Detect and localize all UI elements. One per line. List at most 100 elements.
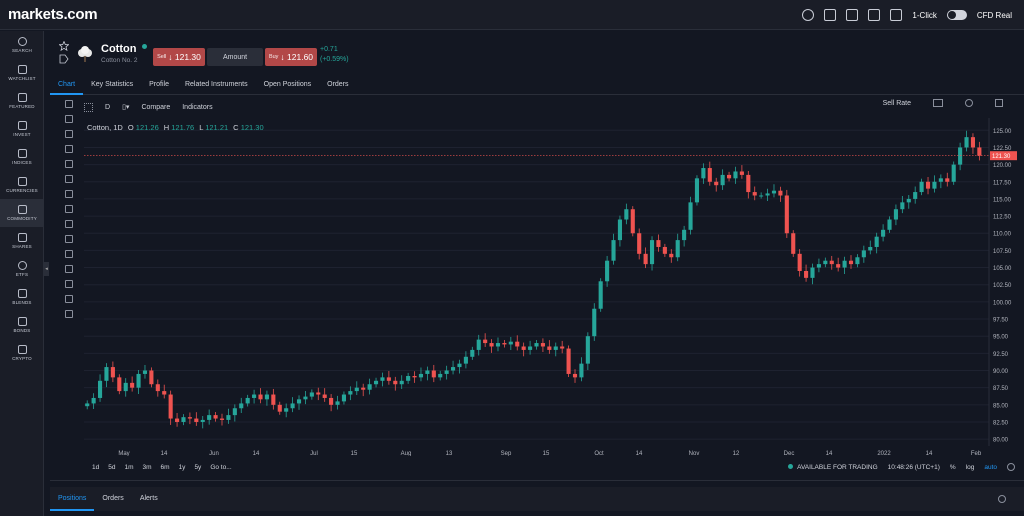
fullscreen-icon[interactable] — [890, 9, 903, 21]
panel-tab-orders[interactable]: Orders — [102, 495, 124, 502]
candle-body — [393, 380, 398, 385]
tab-related-instruments[interactable]: Related Instruments — [184, 80, 248, 88]
panel-tab-alerts[interactable]: Alerts — [139, 495, 158, 502]
sidebar-item-currencies[interactable]: CURRENCIES — [0, 171, 44, 199]
apps-icon[interactable] — [868, 9, 881, 21]
tab-key-statistics[interactable]: Key Statistics — [91, 80, 134, 88]
candle-body — [136, 373, 141, 388]
candle-body — [938, 178, 943, 182]
layout-icon[interactable] — [824, 9, 837, 21]
candle-body — [207, 415, 212, 420]
tag-icon[interactable] — [59, 54, 69, 64]
sidebar-item-search[interactable]: SEARCH — [0, 31, 44, 59]
chart-type-selector[interactable]: ▯▾ — [122, 104, 130, 111]
measure-icon[interactable] — [65, 175, 73, 183]
range-go-to-[interactable]: Go to... — [210, 463, 232, 471]
logo[interactable]: markets.com — [8, 6, 98, 23]
sidebar-item-commodity[interactable]: COMMODITY — [0, 199, 44, 227]
panel-divider[interactable] — [50, 480, 1024, 486]
ray-tool-icon[interactable] — [65, 115, 73, 123]
candle-body — [252, 394, 257, 398]
price-tick-label: 120.00 — [993, 163, 1012, 169]
arrow-icon[interactable] — [65, 190, 73, 198]
tab-open-positions[interactable]: Open Positions — [263, 80, 312, 88]
panel-settings-icon[interactable] — [998, 495, 1006, 503]
settings-icon[interactable] — [965, 99, 973, 107]
crosshair-icon[interactable] — [84, 102, 93, 112]
trash-icon[interactable] — [65, 310, 73, 318]
price-tick-label: 92.50 — [993, 352, 1009, 358]
tab-orders[interactable]: Orders — [327, 80, 349, 88]
star-icon[interactable] — [59, 41, 69, 51]
range-3m[interactable]: 3m — [142, 463, 152, 471]
candle-body — [168, 394, 173, 419]
sidebar-item-label: BONDS — [13, 328, 31, 333]
tab-chart[interactable]: Chart — [50, 75, 84, 95]
sidebar-item-etfs[interactable]: ETFS — [0, 255, 44, 283]
sidebar-item-label: ETFS — [15, 272, 29, 277]
price-chart[interactable]: 125.00 122.50 120.00 117.50 115.00 112.50 110.… — [84, 118, 1019, 456]
candle-body — [611, 240, 616, 261]
convert-icon[interactable] — [802, 9, 815, 21]
price-tick-label: 112.50 — [993, 215, 1012, 221]
price-tick-label: 115.00 — [993, 197, 1012, 203]
candle-body — [316, 392, 321, 395]
sidebar-item-watchlist[interactable]: WATCHLIST — [0, 59, 44, 87]
range-6m[interactable]: 6m — [160, 463, 170, 471]
one-click-toggle[interactable] — [946, 10, 967, 20]
range-5d[interactable]: 5d — [108, 463, 116, 471]
candle-body — [264, 394, 269, 400]
log-toggle[interactable]: log — [965, 463, 975, 471]
sidebar-item-bonds[interactable]: BONDS — [0, 311, 44, 339]
interval-selector[interactable]: D — [105, 103, 111, 111]
candle-body — [951, 164, 956, 182]
sidebar-item-crypto[interactable]: CRYPTO — [0, 339, 44, 367]
sidebar-item-featured[interactable]: FEATURED — [0, 87, 44, 115]
price-tick-label: 117.50 — [993, 180, 1012, 186]
legend-symbol[interactable]: Cotton, 1D — [87, 123, 123, 132]
ruler-icon[interactable] — [65, 205, 73, 213]
candle-body — [483, 339, 488, 344]
rate-selector[interactable]: Sell Rate — [882, 99, 911, 107]
brush-icon[interactable] — [65, 130, 73, 138]
sidebar-item-shares[interactable]: SHARES — [0, 227, 44, 255]
price-tick-label: 85.00 — [993, 403, 1009, 409]
line-tool-icon[interactable] — [65, 100, 73, 108]
range-5y[interactable]: 5y — [194, 463, 202, 471]
range-1m[interactable]: 1m — [124, 463, 134, 471]
sidebar-item-blends[interactable]: BLENDS — [0, 283, 44, 311]
expand-icon[interactable] — [995, 99, 1003, 107]
auto-toggle[interactable]: auto — [984, 463, 997, 471]
sidebar-item-label: SEARCH — [12, 48, 32, 53]
lock-icon[interactable] — [65, 265, 73, 273]
compare-button[interactable]: Compare — [141, 103, 171, 111]
sidebar-item-invest[interactable]: INVEST — [0, 115, 44, 143]
buy-button[interactable]: Buy ↓ 121.60 — [265, 48, 317, 66]
buy-price: ↓ 121.60 — [280, 52, 314, 62]
sidebar-item-indices[interactable]: INDICES — [0, 143, 44, 171]
range-1d[interactable]: 1d — [92, 463, 100, 471]
pattern-icon[interactable] — [65, 160, 73, 168]
time-tick-label: Feb — [971, 451, 982, 456]
screenshot-icon[interactable] — [933, 99, 943, 107]
zoom-icon[interactable] — [65, 220, 73, 228]
candle-body — [617, 219, 622, 241]
panel-tab-positions[interactable]: Positions — [50, 487, 95, 511]
layers-icon[interactable] — [65, 295, 73, 303]
grid-icon[interactable] — [846, 9, 859, 21]
cotton-icon — [78, 46, 92, 62]
tab-profile[interactable]: Profile — [149, 80, 169, 88]
chart-settings-icon[interactable] — [1007, 463, 1015, 471]
amount-input[interactable]: Amount — [207, 48, 263, 66]
eye-icon[interactable] — [65, 280, 73, 288]
sell-button[interactable]: Sell ↓ 121.30 — [153, 48, 205, 66]
account-selector[interactable]: CFD Real — [976, 10, 1012, 20]
magnet-icon[interactable] — [65, 235, 73, 243]
sidebar-collapse-handle[interactable]: ◂ — [44, 262, 49, 276]
indicators-button[interactable]: Indicators — [182, 103, 213, 111]
range-1y[interactable]: 1y — [178, 463, 186, 471]
percent-toggle[interactable]: % — [949, 463, 956, 471]
candle-body — [451, 367, 456, 371]
lock-draw-icon[interactable] — [65, 250, 73, 258]
text-tool-icon[interactable] — [65, 145, 73, 153]
